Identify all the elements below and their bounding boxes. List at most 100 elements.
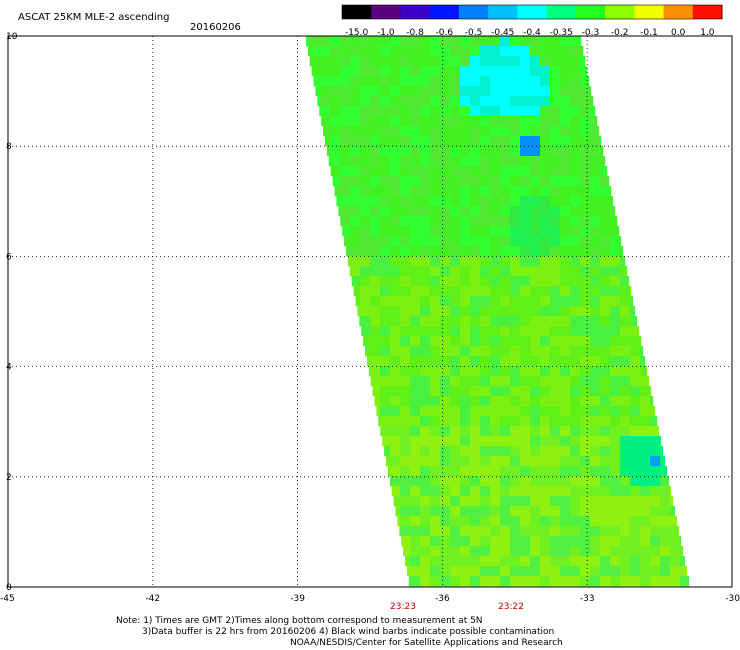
swath-cell xyxy=(600,456,611,467)
swath-cell xyxy=(360,146,371,157)
swath-cell xyxy=(450,236,461,247)
swath-cell xyxy=(580,216,591,227)
swath-cell xyxy=(410,516,421,527)
swath-cell xyxy=(450,356,461,367)
swath-cell xyxy=(600,406,611,417)
swath-cell xyxy=(660,556,671,567)
swath-cell xyxy=(660,456,666,467)
swath-cell xyxy=(580,246,591,257)
swath-cell xyxy=(330,36,341,47)
swath-cell xyxy=(560,426,571,437)
swath-cell xyxy=(410,446,421,457)
swath-cell xyxy=(480,356,491,367)
swath-cell xyxy=(350,236,361,247)
swath-cell xyxy=(380,56,391,67)
swath-cell xyxy=(590,296,601,307)
swath-cell xyxy=(410,146,421,157)
swath-cell xyxy=(450,276,461,287)
swath-cell xyxy=(650,466,661,477)
swath-cell xyxy=(470,476,481,487)
y-tick-label: 10 xyxy=(6,32,18,42)
swath-cell xyxy=(490,506,501,517)
swath-cell xyxy=(440,396,451,407)
swath-cell xyxy=(397,516,401,527)
swath-cell xyxy=(540,146,551,157)
swath-cell xyxy=(410,476,421,487)
swath-cell xyxy=(560,236,571,247)
swath-cell xyxy=(500,146,511,157)
swath-cell xyxy=(560,456,571,467)
swath-cell xyxy=(470,186,481,197)
swath-cell xyxy=(610,296,621,307)
swath-cell xyxy=(550,426,561,437)
swath-cell xyxy=(380,156,391,167)
swath-cell xyxy=(630,536,641,547)
swath-cell xyxy=(450,66,461,77)
swath-cell xyxy=(400,46,411,57)
swath-cell xyxy=(334,186,341,197)
swath-cell xyxy=(360,36,371,47)
swath-cell xyxy=(410,266,421,277)
swath-cell xyxy=(560,186,571,197)
swath-cell xyxy=(450,286,461,297)
swath-cell xyxy=(400,506,411,517)
swath-cell xyxy=(460,176,471,187)
swath-cell xyxy=(520,196,531,207)
swath-cell xyxy=(360,196,371,207)
swath-cell xyxy=(400,66,411,77)
swath-cell xyxy=(590,176,601,187)
swath-cell xyxy=(580,546,591,557)
swath-cell xyxy=(500,406,511,417)
swath-cell xyxy=(430,276,441,287)
colorbar-swatch xyxy=(371,5,401,19)
swath-cell xyxy=(380,416,391,427)
swath-cell xyxy=(460,536,471,547)
swath-cell xyxy=(400,156,411,167)
swath-cell xyxy=(600,146,604,157)
swath-cell xyxy=(580,296,591,307)
swath-cell xyxy=(420,566,431,577)
swath-cell xyxy=(640,386,651,397)
swath-cell xyxy=(650,476,661,487)
swath-cell xyxy=(520,106,531,117)
swath-cell xyxy=(630,566,641,577)
swath-cell xyxy=(440,96,451,107)
swath-cell xyxy=(600,276,611,287)
swath-cell xyxy=(630,296,634,307)
swath-cell xyxy=(610,536,621,547)
swath-cell xyxy=(510,416,521,427)
swath-cell xyxy=(420,56,431,67)
swath-cell xyxy=(470,336,481,347)
swath-cell xyxy=(460,486,471,497)
swath-cell xyxy=(610,426,621,437)
swath-cell xyxy=(560,336,571,347)
swath-cell xyxy=(510,176,521,187)
swath-cell xyxy=(520,246,531,257)
swath-cell xyxy=(460,286,471,297)
swath-cell xyxy=(420,46,431,57)
swath-cell xyxy=(590,226,601,237)
swath-cell xyxy=(400,56,411,67)
swath-cell xyxy=(440,156,451,167)
swath-cell xyxy=(520,66,531,77)
swath-cell xyxy=(560,466,571,477)
swath-cell xyxy=(560,476,571,487)
swath-cell xyxy=(420,446,431,457)
swath-cell xyxy=(450,116,461,127)
swath-cell xyxy=(550,446,561,457)
swath-cell xyxy=(510,136,521,147)
swath-cell xyxy=(387,466,391,477)
swath-cell xyxy=(380,256,391,267)
swath-cell xyxy=(570,526,581,537)
swath-cell xyxy=(590,416,601,427)
swath-cell xyxy=(510,436,521,447)
swath-cell xyxy=(570,466,581,477)
swath-cell xyxy=(520,516,531,527)
swath-cell xyxy=(400,166,411,177)
swath-cell xyxy=(350,166,361,177)
swath-cell xyxy=(480,226,491,237)
swath-cell xyxy=(380,346,391,357)
swath-cell xyxy=(550,116,561,127)
swath-cell xyxy=(660,576,671,587)
swath-cell xyxy=(490,306,501,317)
